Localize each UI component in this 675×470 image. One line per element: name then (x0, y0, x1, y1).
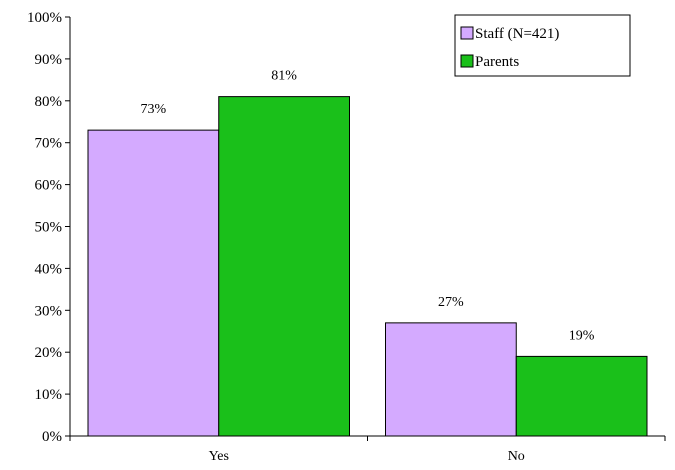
bar (515, 355, 648, 437)
data-label: 19% (569, 328, 595, 343)
bar (87, 129, 220, 437)
y-tick-label: 20% (35, 345, 63, 361)
y-tick-label: 10% (35, 387, 63, 403)
legend-swatch (460, 26, 474, 40)
x-category-label: Yes (209, 449, 229, 464)
legend-label: Staff (N=421) (475, 26, 559, 42)
x-category-label: No (508, 449, 525, 464)
bar (385, 322, 517, 437)
data-labels: 73% 27% 81% 19% (141, 69, 595, 344)
y-tick-label: 50% (35, 220, 63, 236)
y-tick-label: 30% (35, 303, 63, 319)
legend: Staff (N=421) Parents (454, 14, 631, 77)
y-tick-label: 60% (35, 178, 63, 194)
data-label: 27% (438, 295, 464, 310)
x-axis: Yes No (69, 435, 666, 464)
data-label: 73% (141, 102, 167, 117)
legend-swatch (460, 54, 474, 68)
y-tick-label: 40% (35, 261, 63, 277)
legend-label: Parents (475, 54, 519, 70)
legend-box (454, 14, 631, 77)
y-tick-label: 70% (35, 136, 63, 152)
y-tick-label: 90% (35, 52, 63, 68)
y-axis: 0% 10% 20% 30% 40% 50% 60% 70% 80% 90% 100% (27, 10, 71, 445)
data-label: 81% (271, 69, 297, 84)
bar (218, 96, 350, 437)
y-tick-label: 100% (27, 10, 62, 26)
y-tick-label: 0% (42, 429, 62, 445)
bars (87, 96, 648, 437)
y-tick-label: 80% (35, 94, 63, 110)
